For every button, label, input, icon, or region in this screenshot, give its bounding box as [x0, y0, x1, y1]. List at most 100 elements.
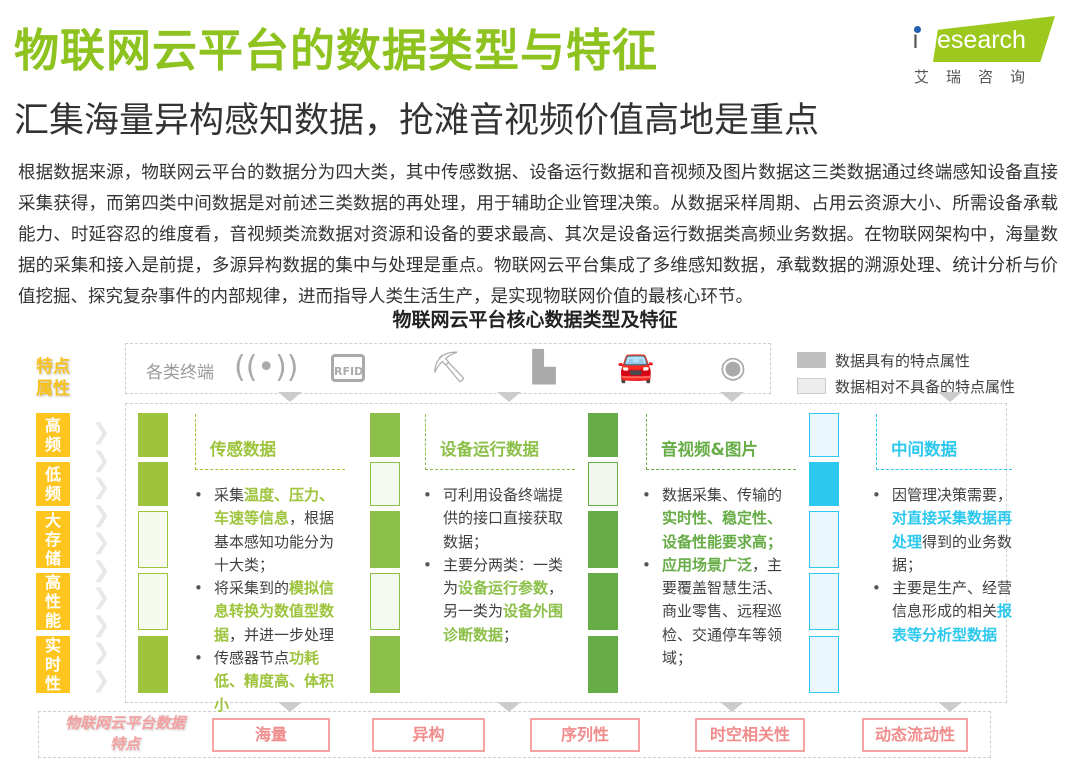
column-header: 传感数据 [195, 414, 345, 470]
attribute-label: 高性能 [44, 573, 61, 630]
attribute-3: 高性能 [36, 573, 70, 630]
feature-tag: 异构 [372, 718, 485, 752]
text: ，另一类为 [443, 579, 564, 621]
bullet-item: 主要分两类：一类为设备运行参数，另一类为设备外围诊断数据； [423, 554, 568, 647]
column-title: 中间数据 [891, 440, 957, 459]
diagram-title: 物联网云平台核心数据类型及特征 [392, 309, 678, 331]
arrow-notch [938, 392, 962, 402]
chevron-right-icon: ❯ [92, 557, 111, 583]
attribute-present-bar [588, 413, 618, 457]
features-label: 物联网云平台数据特点 [64, 714, 185, 753]
column-title: 音视频&图片 [661, 440, 758, 459]
attribute-present-bar [370, 511, 400, 568]
attribute-label: 大存储 [44, 511, 61, 568]
attribute-label: 低频 [44, 465, 61, 503]
text: 采集 [214, 486, 245, 504]
arrow-notch [720, 702, 744, 712]
arrow-notch [278, 392, 302, 402]
highlight-text: 模拟信息转换为数值型数据 [214, 579, 335, 644]
highlight-text: 应用场景广泛 [662, 555, 753, 574]
feature-tag: 海量 [212, 718, 330, 752]
chevron-right-icon: ❯ [92, 530, 111, 555]
chevron-right-icon: ❯ [92, 447, 111, 473]
attribute-present-bar [138, 462, 168, 506]
attribute-4: 实时性 [36, 636, 70, 693]
attribute-present-bar [588, 573, 618, 630]
legend-label-has: 数据具有的特点属性 [835, 352, 971, 370]
terminals-box: 各类终端 ((•)) RFID ⛏ ▙ 🚘 ◉ [125, 343, 771, 394]
attribute-label: 实时性 [44, 636, 61, 693]
attribute-present-bar [138, 636, 168, 693]
highlight-text: 设备外围诊断数据 [443, 602, 564, 644]
wireless-signal-icon: ((•)) [234, 350, 299, 385]
arrow-notch [497, 702, 521, 712]
attributes-header: 特点属性 [36, 357, 70, 399]
attribute-absent-bar [809, 413, 839, 457]
text: 因管理决策需要， [892, 486, 1013, 504]
text: 得到的业务数据； [892, 532, 1013, 574]
car-icon: 🚘 [617, 350, 655, 385]
text: ； [503, 625, 519, 644]
intro-paragraph: 根据数据来源，物联网云平台的数据分为四大类，其中传感数据、设备运行数据和音视频及… [18, 163, 1058, 307]
bullet-item: 采集温度、压力、车速等信息，根据基本感知功能分为十大类； [194, 484, 339, 577]
column-description: 数据采集、传输的实时性、稳定性、设备性能要求高；应用场景广泛，主要覆盖智慧生活、… [642, 484, 790, 670]
legend-swatch-not [797, 378, 826, 394]
chevron-right-icon: ❯ [92, 475, 111, 500]
text: 主要是生产、经营信息形成的相关 [892, 579, 1013, 621]
bullet-item: 因管理决策需要， 对直接采集数据再处理得到的业务数据； [872, 484, 1020, 577]
page-subtitle: 汇集海量异构感知数据，抢滩音视频价值高地是重点 [14, 101, 820, 141]
bullet-item: 主要是生产、经营信息形成的相关报表等分析型数据 [872, 577, 1020, 647]
chevron-right-icon: ❯ [92, 612, 111, 638]
column-title: 传感数据 [210, 440, 276, 459]
attribute-absent-bar [809, 573, 839, 630]
feature-tag: 动态流动性 [862, 718, 968, 752]
bullet-item: 可利用设备终端提供的接口直接获取数据； [423, 484, 568, 554]
text: 将采集到的 [214, 579, 290, 598]
attribute-absent-bar [138, 511, 168, 568]
arrow-notch [497, 392, 521, 402]
attribute-present-bar [588, 636, 618, 693]
arrow-notch [938, 702, 962, 712]
feature-tag: 时空相关性 [695, 718, 805, 752]
chevron-right-icon: ❯ [92, 667, 111, 693]
chevron-right-icon: ❯ [92, 640, 111, 665]
bullet-item: 应用场景广泛，主要覆盖智慧生活、商业零售、远程巡检、交通停车等领域； [642, 554, 790, 670]
text: 传感器节点 [214, 649, 290, 668]
column-header: 音视频&图片 [646, 414, 796, 470]
attribute-present-bar [809, 462, 839, 506]
attribute-1: 低频 [36, 462, 70, 506]
highlight-text: 实时性、稳定性、设备性能要求高； [662, 509, 783, 551]
attribute-absent-bar [809, 511, 839, 568]
attribute-label: 高频 [44, 416, 61, 454]
column-description: 因管理决策需要，对直接采集数据再处理得到的业务数据；主要是生产、经营信息形成的相… [872, 484, 1020, 647]
terminals-label: 各类终端 [146, 363, 214, 383]
attribute-0: 高频 [36, 413, 70, 457]
chevron-right-icon: ❯ [92, 585, 111, 610]
text: 数据采集、传输的 [662, 486, 783, 504]
highlight-text: 功耗低、精度高、体积小 [214, 649, 335, 714]
highlight-text: 对直接采集数据再处理 [892, 509, 1013, 551]
text: ，主要覆盖智慧生活、商业零售、远程巡检、交通停车等领域； [662, 555, 783, 668]
arrow-notch [720, 392, 744, 402]
excavator-icon: ⛏ [429, 350, 469, 385]
page-title: 物联网云平台的数据类型与特征 [14, 24, 659, 77]
attribute-absent-bar [370, 462, 400, 506]
text: ，并进一步处理 [229, 625, 335, 644]
attribute-present-bar [138, 413, 168, 457]
attribute-absent-bar [809, 636, 839, 693]
attribute-present-bar [588, 511, 618, 568]
attribute-2: 大存储 [36, 511, 70, 568]
attribute-present-bar [370, 636, 400, 693]
attribute-absent-bar [370, 573, 400, 630]
legend-swatch-has [797, 352, 826, 368]
camera-icon: ◉ [719, 350, 747, 385]
attribute-absent-bar [588, 462, 618, 506]
rfid-icon: RFID [331, 354, 365, 382]
highlight-text: 报表等分析型数据 [892, 602, 1013, 644]
attribute-present-bar [370, 413, 400, 457]
text: 主要分两类：一类为 [443, 555, 564, 598]
legend-label-not: 数据相对不具备的特点属性 [835, 378, 1016, 396]
column-description: 采集温度、压力、车速等信息，根据基本感知功能分为十大类； 将采集到的模拟信息转换为… [194, 484, 339, 717]
chevron-right-icon: ❯ [92, 502, 111, 528]
highlight-text: 温度、压力、车速等信息 [214, 486, 335, 528]
